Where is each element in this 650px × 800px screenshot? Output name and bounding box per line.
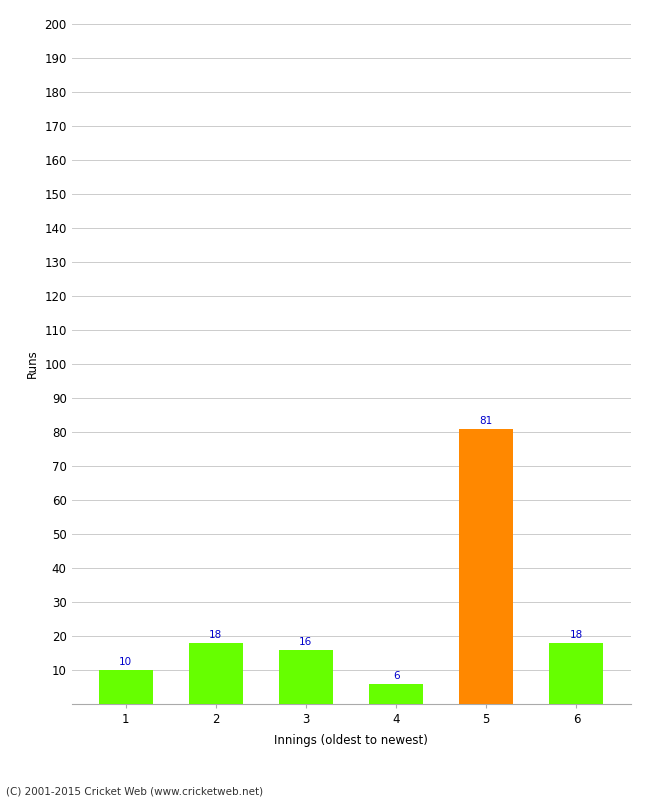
Bar (279, 650, 333, 704)
Bar (549, 643, 603, 704)
Y-axis label: Runs: Runs (26, 350, 39, 378)
Text: 16: 16 (299, 637, 313, 647)
X-axis label: Innings (oldest to newest): Innings (oldest to newest) (274, 734, 428, 747)
Bar (99, 670, 153, 704)
Text: 81: 81 (480, 416, 493, 426)
Text: (C) 2001-2015 Cricket Web (www.cricketweb.net): (C) 2001-2015 Cricket Web (www.cricketwe… (6, 786, 264, 796)
Text: 6: 6 (393, 671, 399, 681)
Text: 18: 18 (570, 630, 583, 640)
Bar (459, 429, 514, 704)
Bar (369, 683, 423, 704)
Text: 10: 10 (119, 658, 132, 667)
Text: 18: 18 (209, 630, 222, 640)
Bar (188, 643, 243, 704)
